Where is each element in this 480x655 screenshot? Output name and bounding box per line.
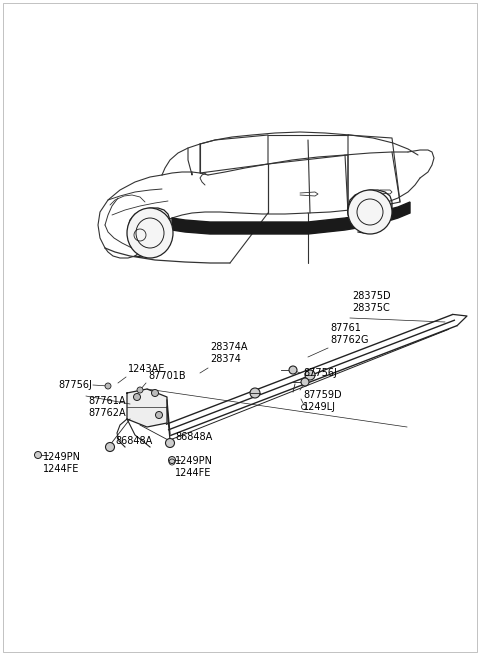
Text: 86848A: 86848A [175, 432, 212, 442]
Text: 1249PN
1244FE: 1249PN 1244FE [43, 452, 81, 474]
Circle shape [35, 451, 41, 458]
Circle shape [156, 411, 163, 419]
Circle shape [289, 366, 297, 374]
Text: 86848A: 86848A [115, 436, 152, 446]
Text: 28374A
28374: 28374A 28374 [210, 343, 248, 364]
Text: 87756J: 87756J [58, 380, 92, 390]
Circle shape [250, 388, 260, 398]
Polygon shape [127, 389, 167, 427]
Circle shape [301, 378, 309, 386]
Circle shape [105, 383, 111, 389]
Circle shape [133, 394, 141, 400]
Text: 1249PN
1244FE: 1249PN 1244FE [175, 456, 213, 477]
Text: 87761
87762G: 87761 87762G [330, 324, 369, 345]
Circle shape [152, 390, 158, 396]
Text: 87756J: 87756J [303, 368, 337, 378]
Circle shape [137, 387, 143, 393]
Circle shape [166, 438, 175, 447]
Ellipse shape [348, 190, 392, 234]
Circle shape [168, 457, 176, 464]
Text: 87701B: 87701B [148, 371, 186, 381]
Text: 87759D
1249LJ: 87759D 1249LJ [303, 390, 342, 411]
Polygon shape [172, 202, 410, 234]
Text: 87761A
87762A: 87761A 87762A [88, 396, 126, 418]
Text: 28375D
28375C: 28375D 28375C [352, 291, 391, 313]
Text: 1243AE: 1243AE [128, 364, 166, 374]
Ellipse shape [127, 208, 173, 258]
Circle shape [305, 370, 315, 380]
Circle shape [106, 443, 115, 451]
